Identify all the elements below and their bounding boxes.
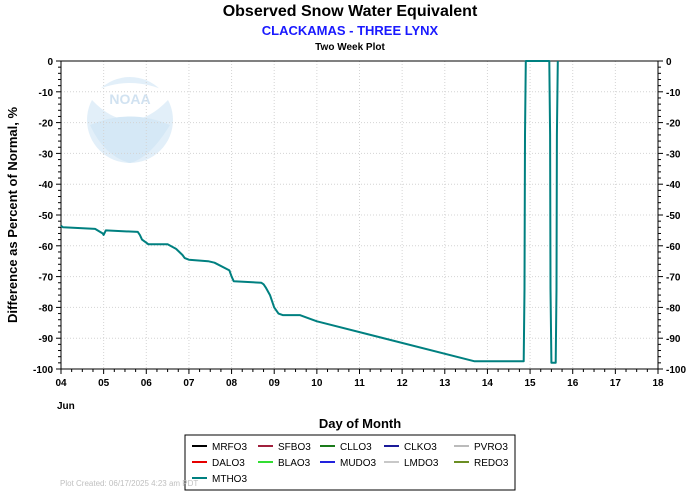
legend-label-pvro3: PVRO3 [474,442,508,453]
y-tick-label-left: -100 [33,365,53,376]
legend-label-dalo3: DALO3 [212,458,245,469]
y-tick-label-left: -70 [39,273,54,284]
y-tick-label-left: -30 [39,149,54,160]
x-tick-label: 11 [354,378,365,389]
x-tick-label: 12 [397,378,409,389]
x-tick-label: 17 [610,378,622,389]
y-tick-label-right: -40 [666,180,681,191]
legend-label-mtho3: MTHO3 [212,474,247,485]
x-tick-label: 16 [567,378,579,389]
y-tick-label-right: -60 [666,242,681,253]
legend-label-cllo3: CLLO3 [340,442,372,453]
noaa-logo-watermark: NOAA [87,77,173,163]
chart-subsubtitle: Two Week Plot [315,42,385,53]
x-tick-label: 14 [482,378,494,389]
legend-label-mrfo3: MRFO3 [212,442,247,453]
y-tick-label-left: -50 [39,211,54,222]
y-tick-label-right: -70 [666,273,681,284]
y-tick-label-right: -50 [666,211,681,222]
y-axis-label: Difference as Percent of Normal, % [5,107,20,323]
y-tick-label-right: -100 [666,365,686,376]
x-tick-label: 05 [98,378,110,389]
legend-label-sfbo3: SFBO3 [278,442,311,453]
x-tick-label: 08 [226,378,238,389]
x-axis: 04 05 06 07 08 09 10 11 12 13 14 15 16 17 18 [55,369,664,389]
plot-created-footer: Plot Created: 06/17/2025 4:23 am PDT [60,479,198,488]
y-axis-left: 0 -10 -20 -30 -40 -50 -60 -70 -80 -90 -100 [33,57,61,376]
x-tick-label: 07 [183,378,195,389]
x-tick-label: 15 [525,378,537,389]
legend-label-clko3: CLKO3 [404,442,437,453]
y-tick-label-right: -80 [666,303,681,314]
legend-label-blao3: BLAO3 [278,458,311,469]
x-tick-label: 13 [439,378,451,389]
grid-lines [61,61,658,369]
noaa-logo-text: NOAA [109,91,150,107]
y-tick-label-right: -10 [666,88,681,99]
y-tick-label-left: 0 [47,57,53,68]
x-tick-label: 18 [652,378,664,389]
y-tick-label-left: -90 [39,334,54,345]
x-tick-label: 09 [269,378,281,389]
legend-label-mudo3: MUDO3 [340,458,377,469]
y-tick-label-right: 0 [666,57,672,68]
legend: MRFO3 SFBO3 CLLO3 CLKO3 PVRO3 DALO3 BLAO3 MUDO3… [184,434,516,491]
x-tick-label: 10 [311,378,323,389]
chart-subtitle: CLACKAMAS - THREE LYNX [262,23,439,38]
x-tick-label: 06 [141,378,153,389]
y-tick-label-right: -30 [666,149,681,160]
legend-label-lmdo3: LMDO3 [404,458,439,469]
y-tick-label-left: -80 [39,303,54,314]
y-tick-label-left: -60 [39,242,54,253]
y-tick-label-left: -40 [39,180,54,191]
y-tick-label-right: -90 [666,334,681,345]
chart-title: Observed Snow Water Equivalent [223,3,478,20]
y-axis-right: 0 -10 -20 -30 -40 -50 -60 -70 -80 -90 -100 [658,57,686,376]
x-axis-label: Day of Month [319,416,401,431]
x-tick-label: 04 [55,378,67,389]
y-tick-label-left: -10 [39,88,54,99]
y-tick-label-left: -20 [39,119,54,130]
series-line-mtho3 [60,60,559,364]
y-tick-label-right: -20 [666,119,681,130]
x-month-label: Jun [57,401,75,412]
legend-label-redo3: REDO3 [474,458,509,469]
series-group [60,60,559,364]
